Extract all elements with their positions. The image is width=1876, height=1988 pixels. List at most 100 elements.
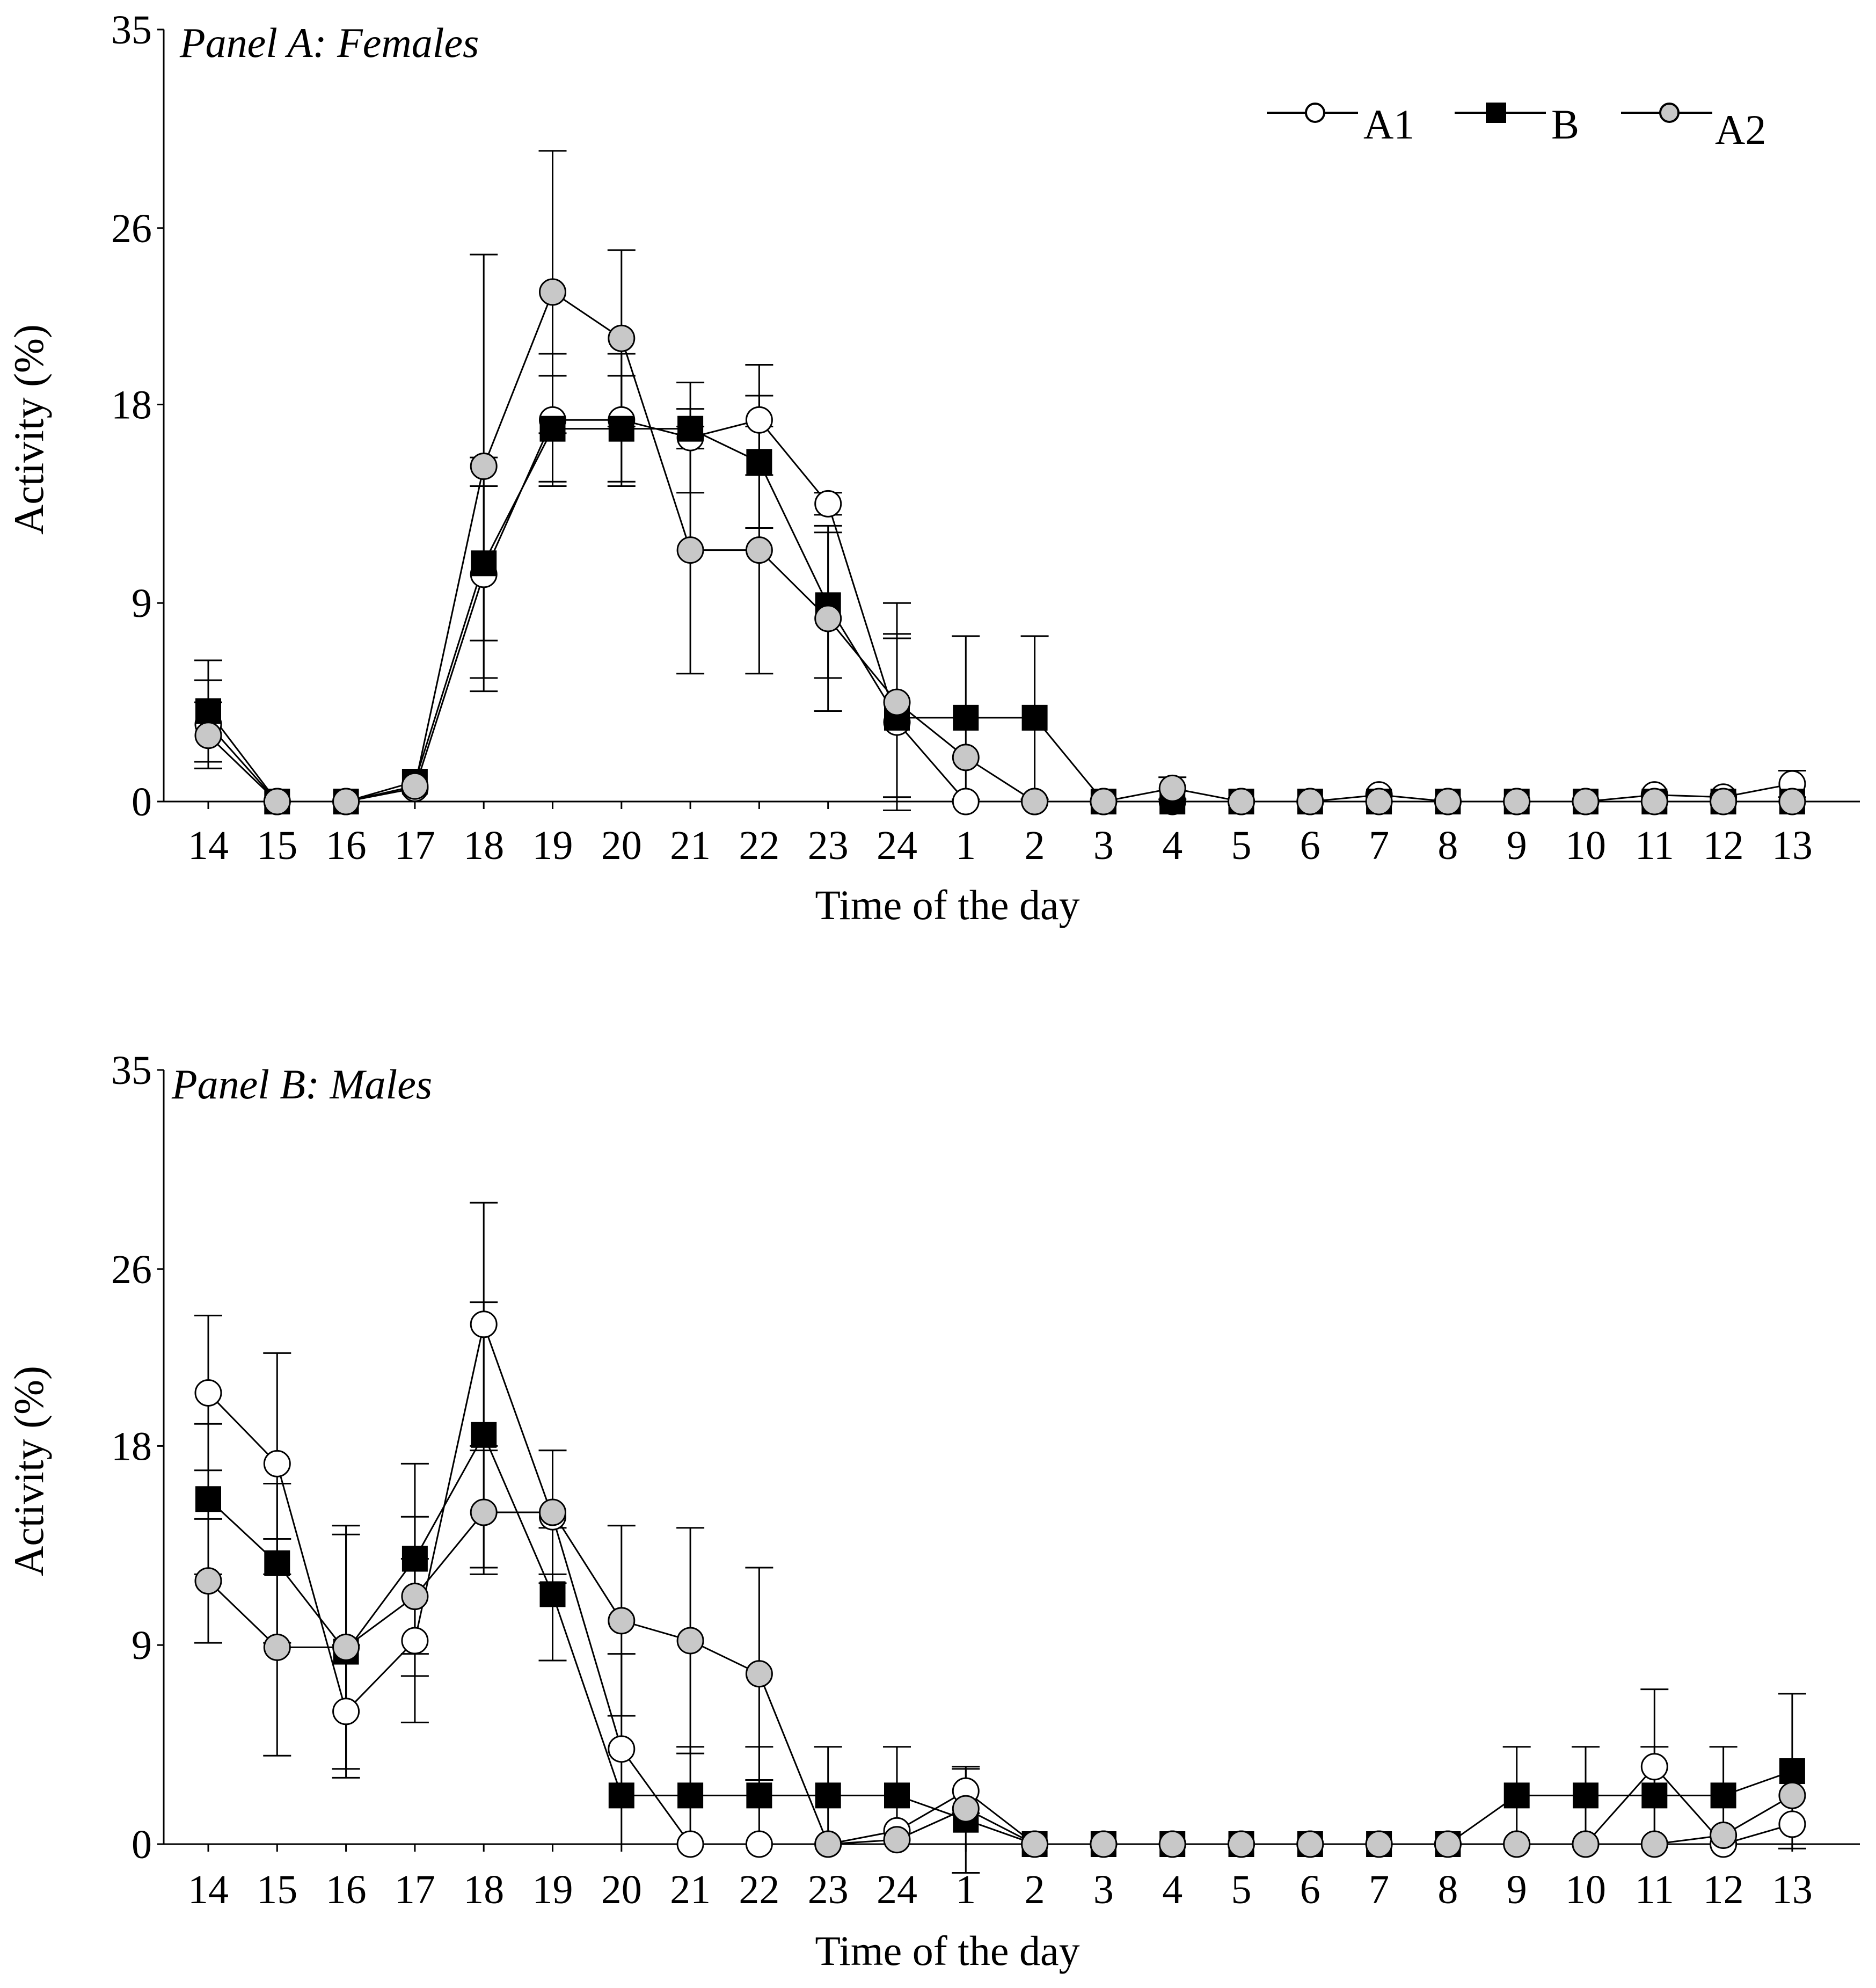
- panel-b-a2-point: [1021, 1830, 1049, 1858]
- panel-b-x-tick-label: 2: [1025, 1867, 1045, 1912]
- panel-b-x-tick-label: 4: [1162, 1867, 1182, 1912]
- panel-a-a1-point: [952, 788, 980, 815]
- panel-a-title: Panel A: Females: [179, 19, 479, 66]
- panel-a-x-tick-label: 8: [1437, 823, 1458, 868]
- panel-a-x-tick-label: 13: [1772, 823, 1813, 868]
- panel-b-a1-point: [263, 1450, 291, 1477]
- panel-a-y-axis-title: Activity (%): [5, 324, 52, 535]
- legend: A1 B A2: [1267, 101, 1766, 153]
- legend-b-label: B: [1551, 101, 1579, 148]
- panel-a-x-axis-title: Time of the day: [815, 882, 1079, 928]
- panel-b-a2-point: [883, 1826, 911, 1854]
- panel-a-a1-point: [745, 406, 773, 434]
- panel-b-x-tick-label: 14: [188, 1867, 229, 1912]
- panel-a-x-tick-label: 4: [1162, 823, 1182, 868]
- panel-b-x-tick-label: 22: [739, 1867, 779, 1912]
- panel-b-chart: Panel B: Males Activity (%) Time of the …: [5, 1048, 1860, 1974]
- panel-b-a1-point: [1778, 1810, 1806, 1838]
- panel-a-y-tick-label: 0: [132, 780, 152, 825]
- panel-a-x-tick-label: 1: [955, 823, 976, 868]
- panel-a-y-tick-label: 9: [132, 581, 152, 626]
- panel-a-b-point: [539, 416, 566, 442]
- panel-b-b-point: [677, 1782, 704, 1809]
- panel-a-x-tick-label: 16: [326, 823, 367, 868]
- panel-b-b-point: [1779, 1758, 1805, 1785]
- panel-a-y-tick-label: 26: [111, 206, 152, 251]
- panel-b-a1-point: [1640, 1753, 1668, 1781]
- panel-b-b-point: [608, 1782, 634, 1809]
- panel-a-b-point: [746, 449, 772, 475]
- panel-b-y-tick-label: 18: [111, 1424, 152, 1469]
- panel-b-a2-point: [539, 1498, 566, 1526]
- panel-a-b-point: [1021, 704, 1048, 731]
- panel-a-x-tick-label: 14: [188, 823, 229, 868]
- panel-b-a1-point: [470, 1310, 498, 1338]
- panel-a-a1-series-line: [207, 419, 1793, 803]
- panel-a-b-point: [195, 698, 221, 724]
- panel-b-x-tick-label: 6: [1300, 1867, 1320, 1912]
- panel-a-a2-point: [194, 722, 222, 749]
- panel-b-a2-point: [1296, 1830, 1324, 1858]
- panel-b-a2-point: [1434, 1830, 1462, 1858]
- panel-b-a2-point: [1572, 1830, 1600, 1858]
- panel-a-b-point: [471, 550, 497, 577]
- panel-a-a2-point: [1640, 788, 1668, 815]
- panel-b-a2-point: [676, 1627, 704, 1655]
- panel-a-a2-point: [401, 772, 429, 800]
- panel-a-x-tick-label: 18: [463, 823, 504, 868]
- panel-a-x-tick-label: 7: [1369, 823, 1389, 868]
- panel-b-x-tick-label: 12: [1703, 1867, 1744, 1912]
- panel-b-b-point: [402, 1546, 428, 1572]
- panel-a-a2-point: [263, 788, 291, 815]
- panel-b-b-point: [1641, 1782, 1668, 1809]
- panel-a-a2-point: [676, 536, 704, 564]
- panel-b-x-tick-label: 8: [1437, 1867, 1458, 1912]
- panel-a-a2-point: [539, 278, 566, 306]
- panel-b-a2-point: [1778, 1781, 1806, 1809]
- panel-a-y-tick-label: 35: [111, 8, 152, 53]
- panel-b-a1-point: [676, 1830, 704, 1858]
- panel-a-x-tick-label: 21: [670, 823, 711, 868]
- panel-a-a2-point: [1710, 788, 1738, 815]
- panel-a-a2-point: [883, 688, 911, 716]
- panel-a-b-point: [677, 416, 704, 442]
- panel-b-x-tick-label: 13: [1772, 1867, 1813, 1912]
- panel-b-b-point: [1573, 1782, 1598, 1809]
- panel-b-a1-point: [745, 1830, 773, 1858]
- panel-a-x-tick-label: 23: [808, 823, 849, 868]
- legend-a2-marker: [1659, 103, 1680, 123]
- panel-a-x-tick-label: 22: [739, 823, 779, 868]
- panel-a-a2-point: [745, 536, 773, 564]
- panel-b-b-point: [1503, 1782, 1530, 1809]
- panel-b-a2-point: [1158, 1830, 1186, 1858]
- panel-b-a2-point: [332, 1633, 360, 1661]
- panel-b-y-tick-label: 35: [111, 1048, 152, 1093]
- panel-b-b-point: [884, 1782, 910, 1809]
- panel-b-a2-point: [1090, 1830, 1118, 1858]
- panel-b-a2-point: [263, 1633, 291, 1661]
- panel-b-y-tick-label: 9: [132, 1623, 152, 1668]
- legend-b-marker: [1486, 103, 1506, 123]
- panel-a-x-tick-label: 15: [257, 823, 297, 868]
- panel-b-x-tick-label: 16: [326, 1867, 367, 1912]
- panel-b-x-tick-label: 11: [1635, 1867, 1674, 1912]
- panel-a-a2-point: [1228, 788, 1255, 815]
- panel-b-a1-point: [194, 1379, 222, 1407]
- panel-b-y-tick-label: 0: [132, 1822, 152, 1867]
- panel-a-b-point: [608, 416, 634, 442]
- panel-a-a2-point: [814, 605, 842, 632]
- panel-b-b-point: [264, 1550, 290, 1576]
- panel-b-a2-point: [1503, 1830, 1531, 1858]
- panel-b-a1-point: [401, 1627, 429, 1655]
- legend-a1-marker: [1305, 103, 1325, 123]
- panel-a-a2-point: [608, 324, 636, 352]
- panel-b-x-tick-label: 24: [877, 1867, 917, 1912]
- panel-b-b-point: [815, 1782, 841, 1809]
- panel-b-a2-point: [814, 1830, 842, 1858]
- panel-b-a1-series-line: [207, 1321, 1793, 1845]
- panel-a-a2-point: [1158, 774, 1186, 802]
- panel-b-x-tick-label: 10: [1565, 1867, 1606, 1912]
- legend-a1-label: A1: [1363, 101, 1414, 148]
- panel-a-x-tick-label: 5: [1231, 823, 1252, 868]
- panel-a-b-point: [953, 704, 979, 731]
